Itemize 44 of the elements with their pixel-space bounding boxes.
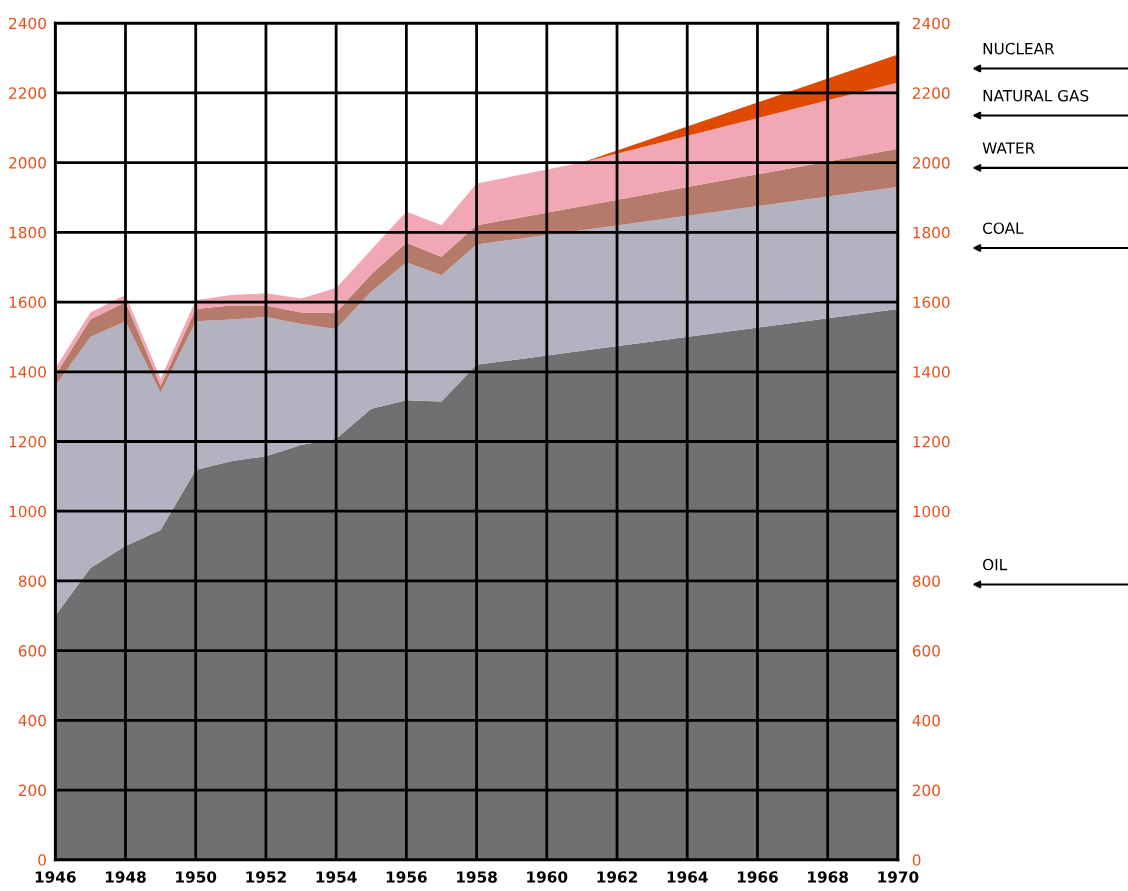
x-tick-label: 1948 — [105, 871, 146, 883]
text: NUCLEAR — [983, 42, 1055, 55]
y2-tick-label: 2200 — [912, 87, 950, 99]
text: OIL — [983, 558, 1008, 571]
y-tick-label: 2200 — [9, 87, 46, 99]
y-tick-label: 2000 — [9, 157, 46, 169]
y2-tick-label: 400 — [912, 714, 940, 727]
x-tick-label: 1964 — [667, 871, 708, 883]
y2-tick-label: 600 — [912, 645, 940, 657]
text: COAL — [983, 222, 1024, 234]
y2-tick-label: 2400 — [912, 17, 950, 30]
y-tick-label: 2400 — [9, 17, 46, 30]
x-tick-label: 1970 — [878, 871, 919, 883]
y-tick-label: 200 — [18, 784, 46, 797]
y2-tick-label: 1400 — [913, 366, 950, 378]
y2-tick-label: 0 — [912, 854, 921, 866]
x-tick-label: 1956 — [386, 871, 427, 883]
x-tick-label: 1954 — [316, 871, 357, 883]
y2-tick-label: 200 — [912, 784, 940, 797]
text: WATER — [982, 142, 1035, 154]
x-tick-label: 1962 — [597, 871, 637, 883]
y-tick-label: 0 — [38, 854, 46, 866]
y-tick-label: 1200 — [9, 435, 46, 448]
y2-tick-label: 1000 — [913, 505, 950, 518]
x-tick-label: 1960 — [527, 871, 568, 883]
x-tick-label: 1946 — [35, 871, 76, 883]
y-tick-label: 400 — [18, 714, 46, 727]
text: NATURAL GAS — [983, 89, 1089, 102]
x-tick-label: 1952 — [246, 871, 286, 883]
y-tick-label: 1400 — [9, 366, 46, 378]
y2-tick-label: 1200 — [913, 435, 950, 448]
x-tick-label: 1950 — [176, 871, 217, 883]
y-tick-label: 1600 — [9, 296, 46, 309]
y-tick-label: 800 — [18, 575, 46, 587]
y2-tick-label: 1800 — [913, 226, 950, 239]
x-tick-label: 1966 — [737, 871, 778, 883]
y2-tick-label: 1600 — [913, 296, 950, 309]
x-tick-label: 1968 — [808, 871, 848, 883]
x-tick-label: 1958 — [457, 871, 497, 883]
y-tick-label: 600 — [18, 645, 46, 657]
y-tick-label: 1000 — [9, 505, 46, 518]
y2-tick-label: 2000 — [912, 157, 950, 169]
y2-tick-label: 800 — [912, 575, 940, 587]
y-tick-label: 1800 — [9, 226, 46, 239]
